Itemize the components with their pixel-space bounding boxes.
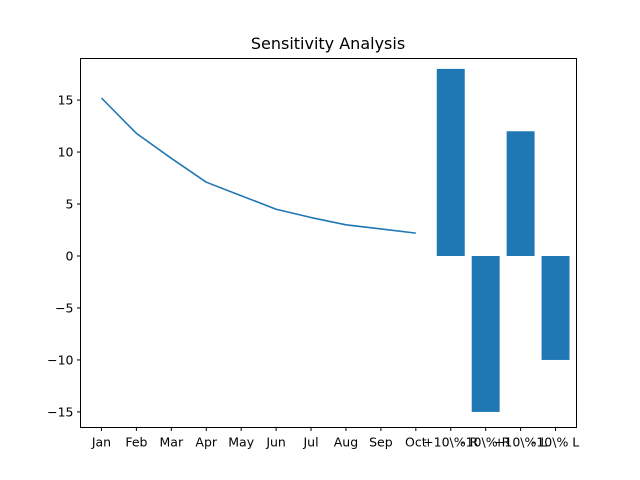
x-tick-label-4: May <box>228 435 254 450</box>
y-tick-label-6: 15 <box>58 93 74 108</box>
x-tick-label-10: +10\% R <box>423 435 478 450</box>
y-tick-label-2: −5 <box>55 300 73 315</box>
x-tick-label-8: Sep <box>369 435 393 450</box>
x-tick-label-9: Oct <box>405 435 427 450</box>
y-tick-label-0: −15 <box>47 404 73 419</box>
bar-4 <box>541 255 570 360</box>
y-tick-label-1: −10 <box>47 352 73 367</box>
bar-3 <box>506 131 535 256</box>
plot-marks <box>100 68 570 412</box>
axis-ticks: −15 −10 −5 0 5 10 15 Jan Feb Mar Apr May Jun Jul Aug Se… <box>47 93 579 450</box>
bar-1 <box>436 68 465 256</box>
x-tick-label-3: Apr <box>195 435 217 450</box>
x-tick-label-6: Jul <box>302 435 318 450</box>
x-tick-label-12: +10\% L <box>494 435 547 450</box>
chart-title: Sensitivity Analysis <box>251 34 405 53</box>
x-tick-label-1: Feb <box>125 435 147 450</box>
plot-frame <box>80 58 577 428</box>
x-tick-label-11: -10\% R <box>461 435 510 450</box>
x-tick-label-7: Aug <box>334 435 358 450</box>
y-tick-label-3: 0 <box>66 248 74 263</box>
series-line <box>100 97 416 234</box>
bar-2 <box>471 255 500 412</box>
x-tick-label-13: -10\% L <box>532 435 579 450</box>
y-tick-label-5: 10 <box>58 145 74 160</box>
x-tick-label-2: Mar <box>160 435 184 450</box>
x-tick-label-5: Jun <box>265 435 286 450</box>
x-tick-label-0: Jan <box>91 435 111 450</box>
y-tick-label-4: 5 <box>66 197 74 212</box>
